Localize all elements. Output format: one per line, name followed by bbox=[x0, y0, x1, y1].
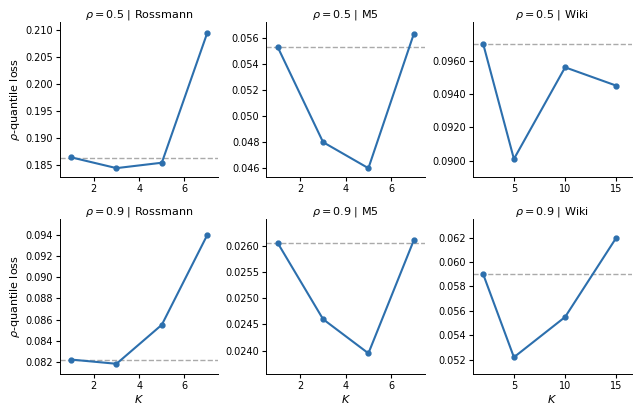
Title: $\rho = 0.5$ | M5: $\rho = 0.5$ | M5 bbox=[312, 8, 379, 22]
Y-axis label: $\rho$-quantile loss: $\rho$-quantile loss bbox=[8, 58, 22, 141]
Title: $\rho = 0.9$ | Wiki: $\rho = 0.9$ | Wiki bbox=[515, 205, 589, 219]
Title: $\rho = 0.9$ | Rossmann: $\rho = 0.9$ | Rossmann bbox=[85, 205, 193, 219]
Y-axis label: $\rho$-quantile loss: $\rho$-quantile loss bbox=[8, 255, 22, 338]
Title: $\rho = 0.9$ | M5: $\rho = 0.9$ | M5 bbox=[312, 205, 379, 219]
Title: $\rho = 0.5$ | Rossmann: $\rho = 0.5$ | Rossmann bbox=[85, 8, 193, 22]
Title: $\rho = 0.5$ | Wiki: $\rho = 0.5$ | Wiki bbox=[515, 8, 589, 22]
X-axis label: $K$: $K$ bbox=[547, 393, 557, 405]
X-axis label: $K$: $K$ bbox=[340, 393, 351, 405]
X-axis label: $K$: $K$ bbox=[134, 393, 144, 405]
